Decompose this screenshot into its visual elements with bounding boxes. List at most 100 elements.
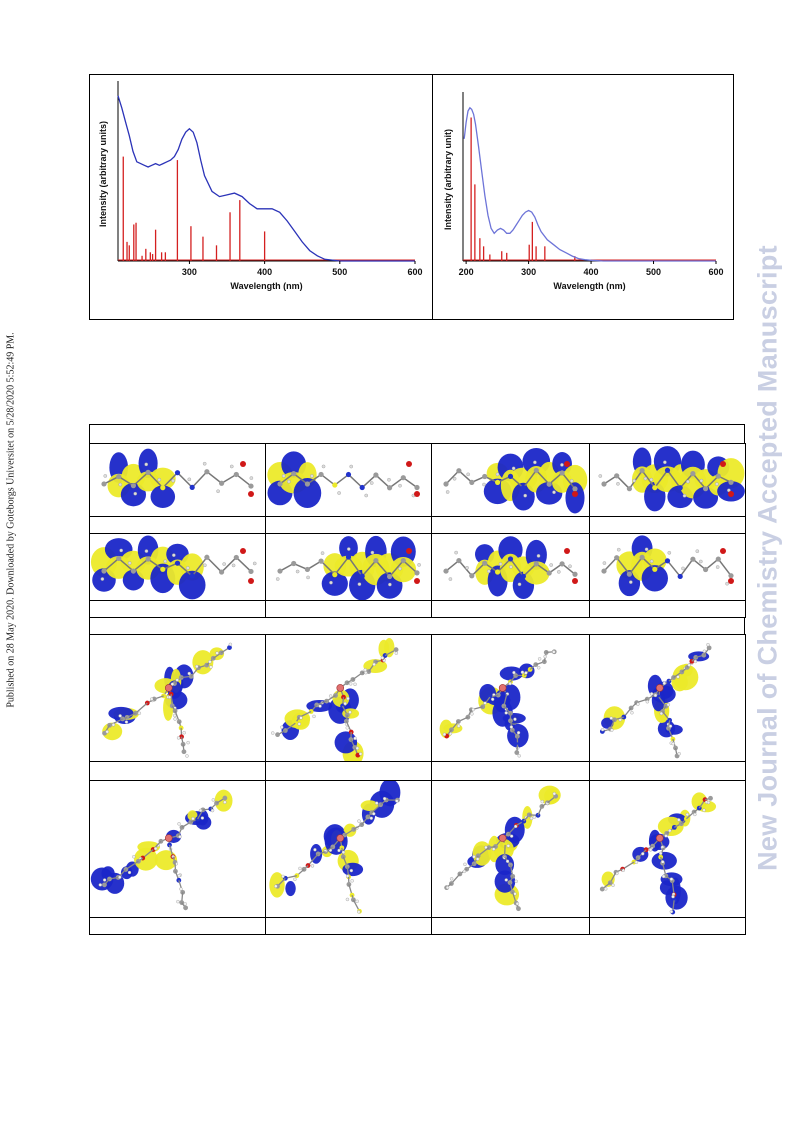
hydrogen-atom [540, 799, 544, 804]
atom [639, 467, 645, 474]
hydrogen-atom [200, 816, 205, 820]
hydrogen-atom [616, 482, 620, 486]
oxygen-atom [572, 578, 578, 584]
hydrogen-atom [118, 875, 122, 879]
hydrogen-atom [337, 491, 341, 495]
bond [628, 556, 643, 575]
atom [652, 566, 658, 572]
bond [191, 471, 208, 488]
hydrogen-atom [677, 752, 681, 756]
molecular-orbital-render [267, 451, 420, 509]
hydrogen-atom [157, 477, 162, 482]
hydrogen-atom [516, 731, 521, 735]
hydrogen-atom [482, 482, 486, 487]
atom [546, 481, 552, 487]
atom [291, 560, 297, 567]
oxygen-atom [564, 548, 570, 554]
hydrogen-atom [127, 870, 132, 875]
hydrogen-atom [132, 855, 136, 859]
bond [666, 469, 681, 489]
orbital-lobe [150, 485, 176, 509]
hydrogen-atom [470, 712, 474, 716]
molecular-orbital-render [90, 789, 233, 911]
orbital-label-cell [89, 600, 266, 618]
hydrogen-atom [229, 464, 234, 469]
hydrogen-atom [203, 563, 207, 568]
hydrogen-atom [170, 682, 175, 686]
x-axis-label: Wavelength (nm) [553, 281, 625, 291]
atom [515, 742, 520, 748]
hydrogen-atom [153, 846, 158, 851]
bond [162, 472, 179, 489]
atom [387, 573, 393, 580]
atom [227, 645, 232, 650]
hydrogen-atom [271, 731, 275, 735]
bond [628, 470, 643, 490]
hydrogen-atom [610, 728, 614, 732]
hydrogen-atom [318, 704, 322, 708]
atom [572, 486, 578, 492]
atom [318, 471, 324, 478]
atom [304, 566, 310, 573]
bond [162, 562, 178, 571]
hydrogen-atom [681, 566, 685, 571]
bond [206, 556, 223, 573]
hydrogen-atom [179, 887, 183, 891]
hydrogen-atom [641, 852, 645, 856]
hydrogen-atom [537, 657, 542, 661]
molecular-orbital-render [275, 535, 421, 601]
bond [641, 470, 656, 489]
atom [482, 473, 488, 480]
hydrogen-atom [661, 874, 666, 879]
bond [334, 556, 350, 576]
hydrogen-atom [536, 666, 541, 670]
orbital-lobe [178, 570, 206, 600]
orbital-lobe [657, 816, 684, 837]
hydrogen-atom [533, 460, 537, 465]
hydrogen-atom [369, 481, 374, 485]
atom [332, 572, 338, 578]
orbital-label-cell [431, 516, 590, 534]
molecular-orbital-render [599, 643, 712, 759]
hydrogen-atom [310, 474, 314, 478]
metal-atom [164, 834, 173, 842]
orbital-lobe [565, 482, 585, 514]
hydrogen-atom [529, 816, 534, 821]
atom [219, 480, 225, 486]
hydrogen-atom [298, 866, 302, 871]
orbital-lobe [512, 482, 535, 511]
hydrogen-atom [173, 717, 177, 721]
atom [173, 868, 178, 874]
orbital-lobe [214, 789, 233, 812]
hydrogen-atom [398, 483, 402, 488]
hydrogen-atom [715, 482, 719, 486]
hydrogen-atom [471, 707, 475, 712]
oxygen-atom [572, 491, 578, 497]
hydrogen-atom [394, 651, 399, 655]
orbital-lobe [390, 557, 417, 583]
hydrogen-atom [465, 565, 469, 570]
hydrogen-atom [661, 860, 665, 864]
hydrogen-atom [176, 736, 181, 740]
atom [414, 570, 420, 576]
hydrogen-atom [600, 727, 605, 732]
hydrogen-atom [604, 887, 608, 891]
bond [206, 471, 223, 484]
orbital-label-cell [265, 516, 432, 534]
hydrogen-atom [669, 877, 674, 881]
bond [361, 474, 377, 489]
hydrogen-atom [382, 796, 387, 801]
bond [293, 473, 308, 485]
hydrogen-atom [357, 819, 361, 823]
atom [677, 573, 683, 580]
journal-watermark-text: New Journal of Chemistry Accepted Manusc… [752, 244, 783, 871]
orbital-image-cell [265, 634, 432, 766]
hydrogen-atom [508, 681, 512, 686]
hydrogen-atom [210, 808, 215, 813]
bond [320, 560, 336, 576]
hydrogen-atom [653, 693, 658, 698]
x-tick-label: 300 [521, 267, 536, 277]
hydrogen-atom [337, 848, 341, 853]
hydrogen-atom [706, 643, 710, 647]
hydrogen-atom [715, 565, 720, 569]
